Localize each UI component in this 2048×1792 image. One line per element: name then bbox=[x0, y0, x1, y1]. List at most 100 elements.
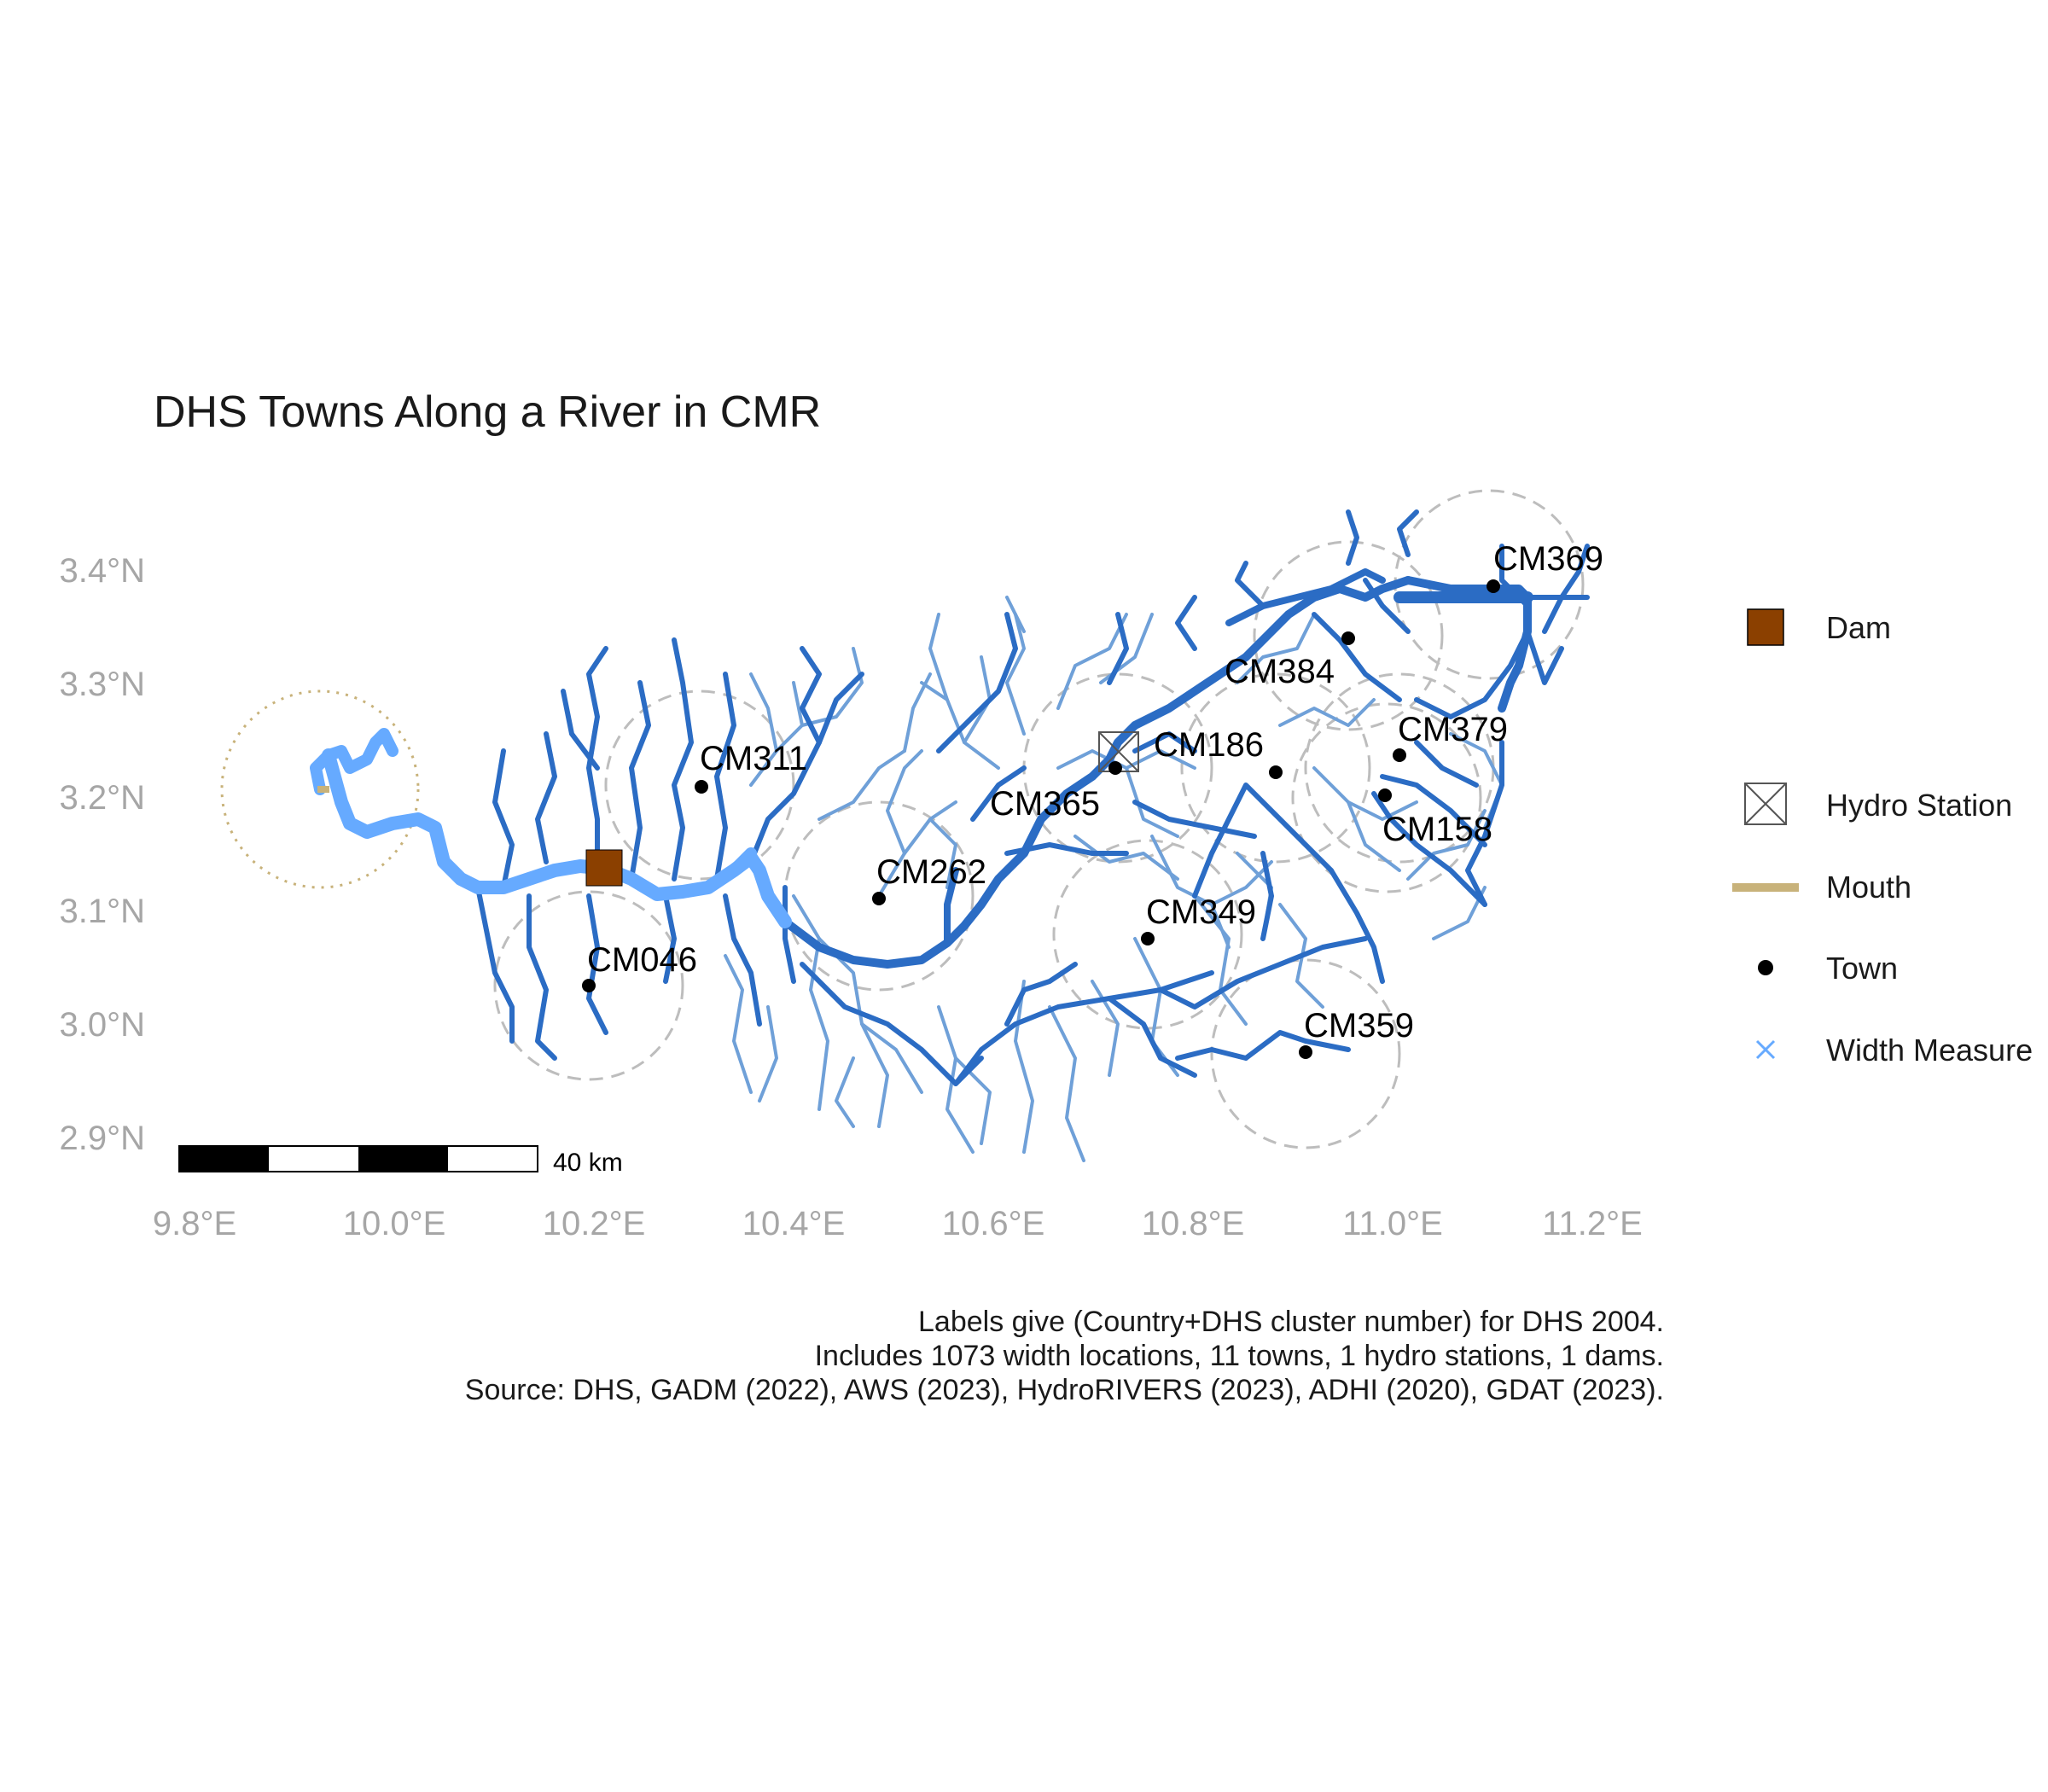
river-segment bbox=[936, 612, 1018, 753]
main-river bbox=[781, 568, 1590, 969]
caption-line: Source: DHS, GADM (2022), AWS (2023), Hy… bbox=[465, 1374, 1664, 1406]
tributary bbox=[928, 817, 957, 889]
buffer-circle bbox=[1291, 702, 1482, 893]
river-segment bbox=[1260, 851, 1274, 941]
tributary bbox=[800, 647, 864, 727]
river-segment bbox=[1329, 868, 1385, 984]
lon-tick: 9.8°E bbox=[153, 1205, 236, 1242]
river-segment bbox=[629, 680, 651, 881]
tributary bbox=[1406, 809, 1487, 881]
width-measures bbox=[310, 728, 792, 928]
legend-width-label: Width Measure bbox=[1826, 1033, 2033, 1068]
river-segment bbox=[663, 893, 677, 984]
lon-tick: 10.0°E bbox=[343, 1205, 446, 1242]
tributary bbox=[1312, 766, 1401, 872]
legend-mouth-label: Mouth bbox=[1826, 870, 1911, 905]
main-river-branch bbox=[944, 867, 959, 946]
river-segment bbox=[970, 765, 1027, 822]
town-label: CM262 bbox=[876, 853, 986, 891]
river-segment bbox=[1312, 612, 1402, 702]
caption-line: Labels give (Country+DHS cluster number)… bbox=[918, 1306, 1664, 1338]
town-label: CM349 bbox=[1146, 893, 1256, 931]
river-segment bbox=[748, 672, 864, 864]
river-segment bbox=[1235, 561, 1265, 608]
town-label: CM365 bbox=[990, 785, 1100, 823]
width-measure-path bbox=[728, 847, 757, 876]
legend-hydro-key bbox=[1744, 783, 1787, 825]
tributary bbox=[724, 954, 753, 1094]
tributary bbox=[1091, 980, 1120, 1077]
main-river-branch bbox=[1225, 568, 1386, 626]
width-measure-path bbox=[310, 728, 399, 795]
tributary bbox=[937, 1005, 975, 1154]
river-segment bbox=[1132, 800, 1257, 839]
river-segment bbox=[672, 637, 694, 881]
scale-bar-label: 40 km bbox=[553, 1149, 623, 1177]
tributary bbox=[792, 894, 829, 1111]
river-segment bbox=[586, 893, 608, 1035]
tributary bbox=[1125, 766, 1179, 838]
tributary bbox=[1210, 860, 1273, 906]
lon-tick: 10.6°E bbox=[942, 1205, 1045, 1242]
lon-tick: 10.4°E bbox=[742, 1205, 846, 1242]
town-point bbox=[1141, 932, 1155, 945]
width-measure-path bbox=[322, 748, 613, 894]
legend-width-key bbox=[1755, 1039, 1776, 1060]
river-segment bbox=[1363, 578, 1411, 634]
tributary bbox=[749, 672, 778, 753]
legend: Dam Hydro Station Mouth Town Width Measu… bbox=[1732, 608, 2033, 1068]
town-point bbox=[1487, 579, 1500, 593]
river-segment bbox=[1192, 783, 1334, 899]
lat-axis: 3.4°N 3.3°N 3.2°N 3.1°N 3.0°N 2.9°N bbox=[60, 552, 146, 1157]
town-label: CM369 bbox=[1493, 540, 1603, 578]
buffer-circle bbox=[1253, 540, 1444, 731]
river-segment bbox=[527, 893, 557, 1061]
buffer-circles bbox=[220, 489, 1585, 1149]
town-label: CM311 bbox=[700, 740, 807, 777]
lat-tick: 3.2°N bbox=[60, 779, 146, 817]
tributary bbox=[1073, 835, 1179, 881]
lat-tick: 3.0°N bbox=[60, 1006, 146, 1044]
tributary bbox=[1278, 903, 1324, 1009]
tributary bbox=[1056, 613, 1128, 710]
tributary bbox=[1278, 698, 1376, 727]
scale-bar: 40 km bbox=[178, 1145, 623, 1177]
town-label: CM046 bbox=[587, 941, 697, 979]
map-title: DHS Towns Along a River in CMR bbox=[154, 387, 821, 437]
lon-tick: 10.2°E bbox=[543, 1205, 646, 1242]
river-segment bbox=[1414, 629, 1530, 719]
mouth-buffer-circle bbox=[220, 689, 420, 889]
lat-tick: 2.9°N bbox=[60, 1120, 146, 1157]
buffer-circle bbox=[1180, 672, 1371, 864]
river-segment bbox=[1243, 1030, 1351, 1061]
river-segment bbox=[1414, 740, 1479, 788]
river-segment bbox=[1158, 936, 1368, 1009]
river-segment bbox=[1346, 509, 1359, 566]
tributary bbox=[1236, 613, 1316, 684]
buffer-circle bbox=[604, 689, 795, 881]
tributary bbox=[1005, 613, 1026, 736]
legend-town-label: Town bbox=[1826, 951, 1898, 986]
town-point bbox=[872, 892, 886, 905]
river-segment bbox=[783, 885, 796, 984]
river-segment bbox=[1004, 962, 1078, 1027]
legend-dam-key bbox=[1747, 608, 1784, 646]
river-segment bbox=[1107, 996, 1197, 1078]
tributary bbox=[1347, 800, 1418, 821]
river-segment bbox=[475, 885, 515, 1044]
tributary bbox=[835, 1056, 855, 1128]
tributary bbox=[1193, 894, 1248, 1026]
town-point bbox=[1269, 765, 1283, 779]
buffer-circle bbox=[1210, 958, 1401, 1149]
legend-town-key bbox=[1758, 960, 1773, 975]
town-label: CM384 bbox=[1225, 653, 1335, 690]
tributary bbox=[1014, 980, 1034, 1154]
width-measure-path bbox=[599, 851, 792, 928]
river-segment bbox=[723, 893, 762, 1027]
river-segment bbox=[714, 672, 736, 881]
tributary bbox=[963, 655, 992, 744]
buffer-circle bbox=[493, 890, 684, 1081]
town-point bbox=[1393, 748, 1406, 762]
river-segment bbox=[1371, 791, 1487, 907]
main-river-branch bbox=[1525, 629, 1564, 685]
